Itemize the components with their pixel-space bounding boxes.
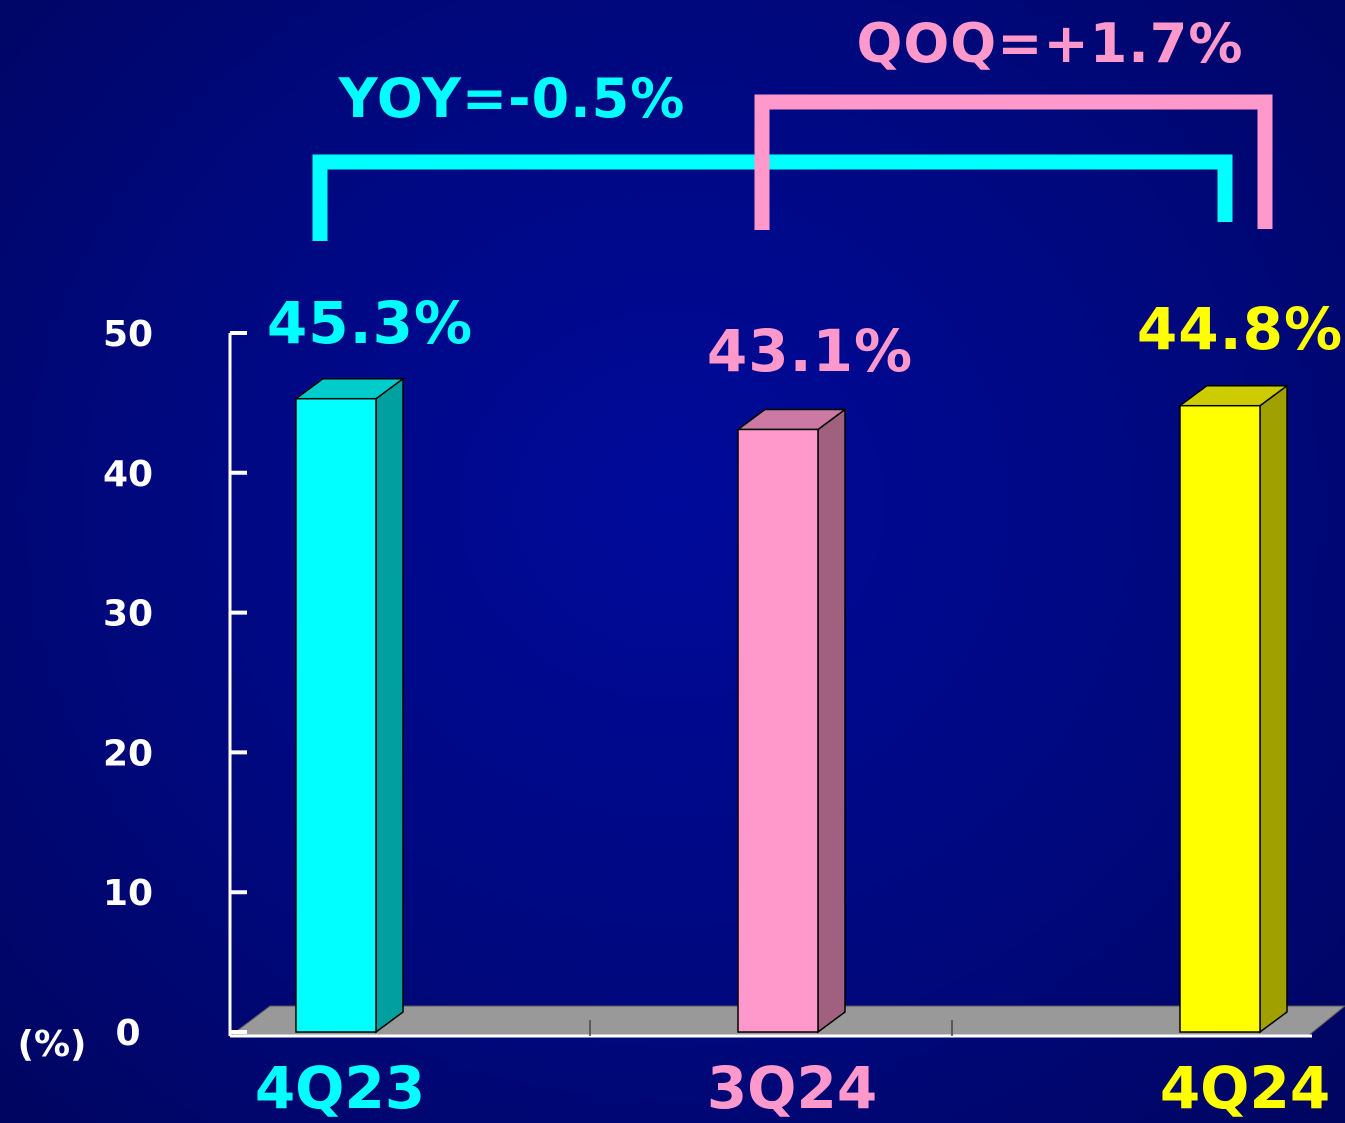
bar-front-face	[295, 397, 377, 1033]
bar-4q23	[293, 377, 406, 1034]
bars	[293, 377, 1290, 1034]
category-label-4q24: 4Q24	[1160, 1054, 1330, 1122]
y-tick-label: 10	[103, 873, 153, 914]
y-axis: (%) 0 10 20 30 40 50	[18, 314, 247, 1065]
y-tick-label: 40	[103, 454, 153, 495]
y-tick-label: 0	[115, 1013, 140, 1054]
qoq-bracket	[754, 94, 1273, 230]
y-tick-label: 20	[103, 733, 153, 774]
annotations: YOY=-0.5% QOQ=+1.7%	[312, 12, 1273, 241]
qoq-annotation-label: QOQ=+1.7%	[857, 12, 1244, 75]
y-tick-label: 30	[103, 594, 153, 635]
yoy-annotation-label: YOY=-0.5%	[338, 67, 686, 130]
bar-side-face	[817, 407, 846, 1034]
yoy-bracket	[312, 154, 1233, 241]
bar-front-face	[737, 428, 819, 1033]
bar-side-face	[375, 377, 404, 1034]
value-label-4q23: 45.3%	[267, 289, 473, 357]
y-axis-unit-label: (%)	[18, 1024, 87, 1065]
bar-front-face	[1179, 404, 1261, 1033]
category-label-3q24: 3Q24	[707, 1054, 877, 1122]
y-tick-label: 50	[103, 314, 153, 355]
data-labels: 45.3% 43.1% 44.8% 4Q23 3Q24 4Q24	[255, 289, 1343, 1122]
bar-4q24	[1177, 384, 1290, 1034]
value-label-4q24: 44.8%	[1137, 295, 1343, 363]
bar-side-face	[1259, 384, 1288, 1034]
bar-3q24	[735, 407, 848, 1034]
value-label-3q24: 43.1%	[707, 317, 913, 385]
category-label-4q23: 4Q23	[255, 1054, 425, 1122]
